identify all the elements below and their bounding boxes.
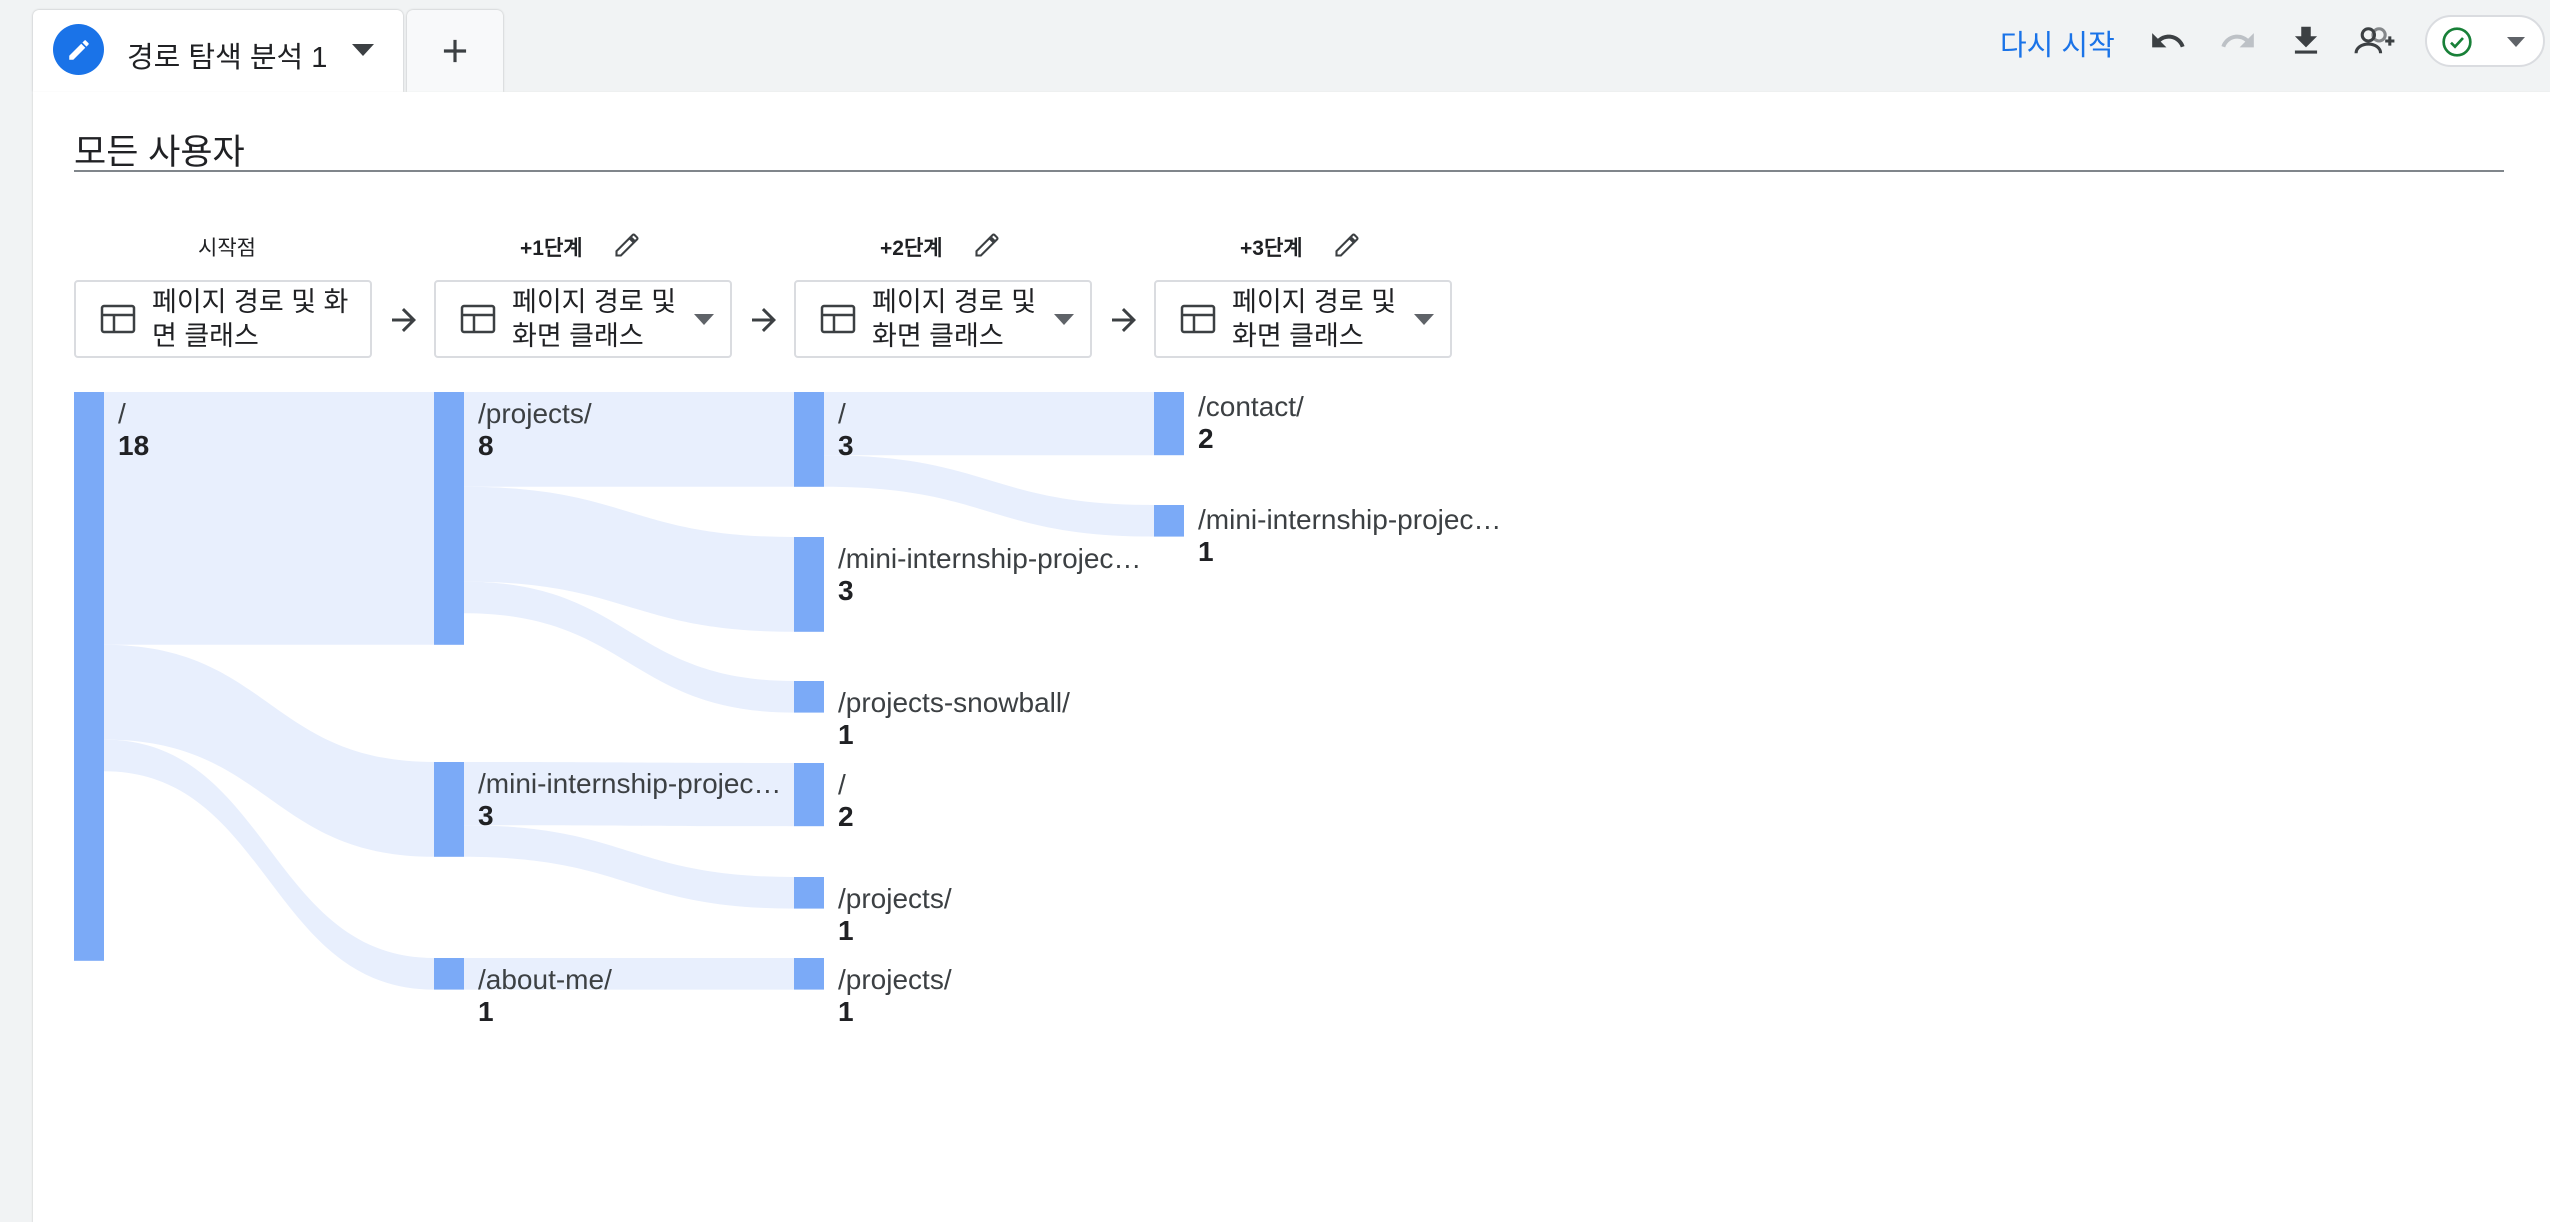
table-dimension-icon <box>460 304 496 334</box>
sankey-node-label[interactable]: /mini-internship-projec… <box>1198 504 1501 535</box>
sankey-node[interactable] <box>794 392 824 487</box>
sankey-node-value: 8 <box>478 430 494 461</box>
tab-menu-caret-icon[interactable] <box>352 44 374 56</box>
dimension-label: 페이지 경로 및 화면 클래스 <box>872 287 1037 351</box>
restart-button[interactable]: 다시 시작 <box>2000 30 2115 62</box>
sankey-node[interactable] <box>794 958 824 990</box>
sankey-node-value: 1 <box>838 996 854 1027</box>
step-label-3: +3단계 <box>1240 237 1303 260</box>
sankey-link <box>464 392 794 487</box>
step-label-start: 시작점 <box>198 237 256 260</box>
sankey-node[interactable] <box>434 392 464 645</box>
download-icon[interactable] <box>2280 15 2332 67</box>
add-tab-button[interactable] <box>407 10 503 92</box>
sankey-node-label[interactable]: /projects-snowball/ <box>838 687 1070 718</box>
segment-title[interactable]: 모든 사용자 <box>74 133 245 172</box>
step-1-edit-icon[interactable] <box>611 229 643 261</box>
sankey-node-value: 2 <box>838 801 854 832</box>
arrow-right-icon <box>752 308 776 332</box>
sankey-node-label[interactable]: / <box>838 769 846 800</box>
step-label-2: +2단계 <box>880 237 943 260</box>
step-3-edit-icon[interactable] <box>1331 229 1363 261</box>
sankey-node-label[interactable]: /projects/ <box>838 964 952 995</box>
sankey-link <box>104 644 434 857</box>
table-dimension-icon <box>100 304 136 334</box>
sankey-node[interactable] <box>74 392 104 961</box>
arrow-right-icon <box>392 308 416 332</box>
sankey-link <box>464 958 794 990</box>
sankey-node-value: 3 <box>478 800 494 831</box>
sankey-node-label[interactable]: /projects/ <box>838 883 952 914</box>
sankey-link <box>464 486 794 632</box>
sankey-link <box>104 392 434 645</box>
sankey-node-value: 2 <box>1198 423 1214 454</box>
step-2-dimension-selector[interactable]: 페이지 경로 및 화면 클래스 <box>794 280 1092 358</box>
sankey-link <box>464 762 794 827</box>
sankey-node-value: 1 <box>478 996 494 1027</box>
sankey-node-label[interactable]: /contact/ <box>1198 391 1304 422</box>
sankey-node[interactable] <box>434 762 464 857</box>
chevron-down-icon[interactable] <box>1054 313 1074 325</box>
plus-icon <box>443 39 467 63</box>
segment-divider <box>74 170 2504 172</box>
sankey-node[interactable] <box>434 958 464 990</box>
dimension-label: 페이지 경로 및 화면 클래스 <box>512 287 677 351</box>
sankey-node-value: 3 <box>838 575 854 606</box>
check-circle-icon <box>2442 27 2472 57</box>
sankey-node-label[interactable]: /about-me/ <box>478 964 612 995</box>
sankey-node-value: 1 <box>838 915 854 946</box>
arrow-right-icon <box>1112 308 1136 332</box>
sankey-node-label[interactable]: /projects/ <box>478 398 592 429</box>
sankey-node-value: 1 <box>1198 536 1214 567</box>
sankey-node[interactable] <box>1154 392 1184 456</box>
redo-icon[interactable] <box>2212 15 2264 67</box>
share-users-icon[interactable] <box>2350 15 2402 67</box>
step-1-dimension-selector[interactable]: 페이지 경로 및 화면 클래스 <box>434 280 732 358</box>
sankey-link <box>104 739 434 990</box>
sankey-link <box>824 455 1154 537</box>
sankey-node-value: 1 <box>838 719 854 750</box>
sankey-link <box>464 581 794 713</box>
sankey-node-label[interactable]: / <box>118 398 126 429</box>
sankey-node-value: 3 <box>838 430 854 461</box>
sankey-node-label[interactable]: /mini-internship-projec… <box>478 768 781 799</box>
sankey-node-label[interactable]: /mini-internship-projec… <box>838 543 1141 574</box>
sankey-node[interactable] <box>794 537 824 632</box>
sankey-node-label[interactable]: / <box>838 398 846 429</box>
step-2-edit-icon[interactable] <box>971 229 1003 261</box>
edit-pencil-icon[interactable] <box>53 24 104 75</box>
step-3-dimension-selector[interactable]: 페이지 경로 및 화면 클래스 <box>1154 280 1452 358</box>
status-chip[interactable] <box>2425 15 2545 67</box>
sankey-node-value: 18 <box>118 430 149 461</box>
chevron-down-icon[interactable] <box>2507 37 2525 47</box>
sankey-node[interactable] <box>794 681 824 713</box>
sankey-link <box>464 825 794 909</box>
sankey-node[interactable] <box>1154 505 1184 537</box>
sankey-node[interactable] <box>794 877 824 909</box>
table-dimension-icon <box>820 304 856 334</box>
step-label-1: +1단계 <box>520 237 583 260</box>
sankey-node[interactable] <box>794 763 824 827</box>
tab-title[interactable]: 경로 탐색 분석 1 <box>127 42 328 74</box>
dimension-label: 페이지 경로 및 화면 클래스 <box>1232 287 1397 351</box>
sankey-link <box>824 392 1154 456</box>
table-dimension-icon <box>1180 304 1216 334</box>
chevron-down-icon[interactable] <box>1414 313 1434 325</box>
chevron-down-icon[interactable] <box>694 313 714 325</box>
undo-icon[interactable] <box>2142 15 2194 67</box>
